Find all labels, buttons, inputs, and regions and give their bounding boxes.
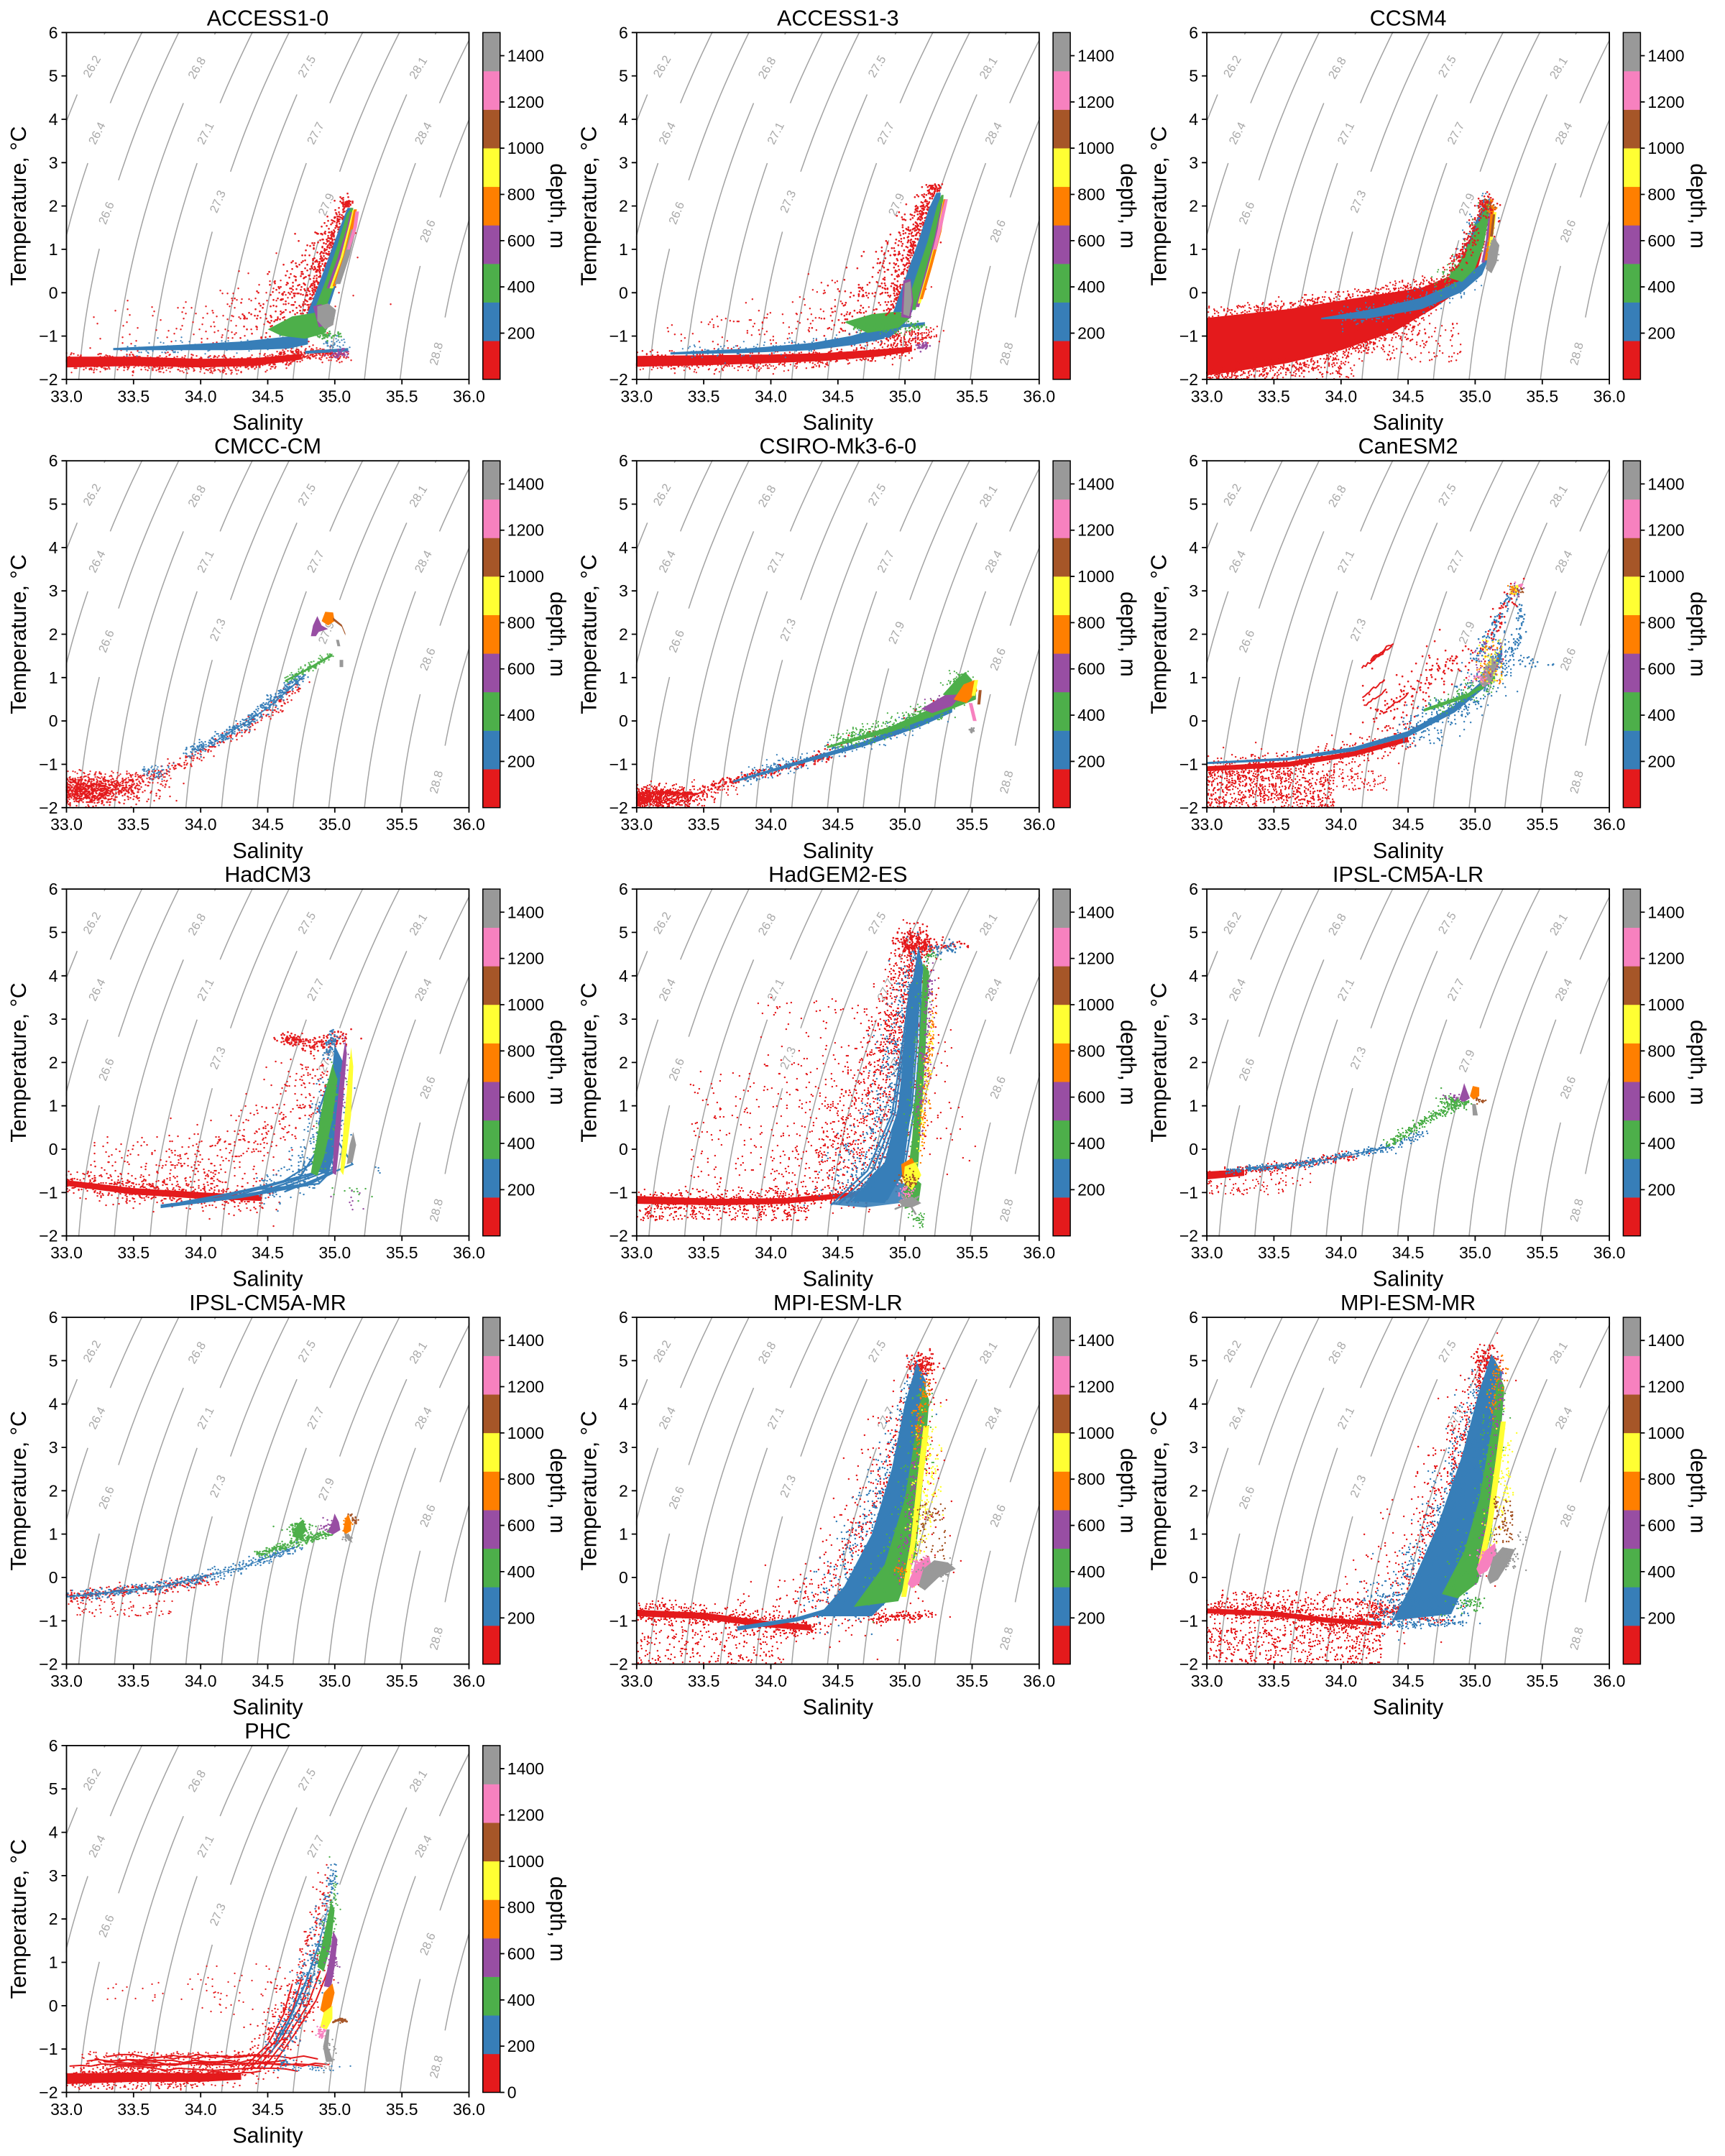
svg-text:CCSM4: CCSM4 (1370, 6, 1447, 30)
svg-text:CSIRO-Mk3-6-0: CSIRO-Mk3-6-0 (759, 434, 916, 459)
svg-text:MPI-ESM-MR: MPI-ESM-MR (1340, 1291, 1476, 1315)
svg-text:CanESM2: CanESM2 (1358, 434, 1458, 459)
svg-text:0: 0 (507, 2083, 517, 2102)
svg-text:CMCC-CM: CMCC-CM (214, 434, 321, 459)
svg-text:IPSL-CM5A-MR: IPSL-CM5A-MR (189, 1291, 346, 1315)
svg-text:MPI-ESM-LR: MPI-ESM-LR (773, 1291, 903, 1315)
svg-text:PHC: PHC (244, 1719, 290, 1743)
svg-text:ACCESS1-0: ACCESS1-0 (207, 6, 329, 30)
svg-text:HadGEM2-ES: HadGEM2-ES (768, 862, 907, 887)
svg-text:IPSL-CM5A-LR: IPSL-CM5A-LR (1333, 862, 1484, 887)
svg-text:ACCESS1-3: ACCESS1-3 (777, 6, 899, 30)
svg-text:HadCM3: HadCM3 (224, 862, 310, 887)
